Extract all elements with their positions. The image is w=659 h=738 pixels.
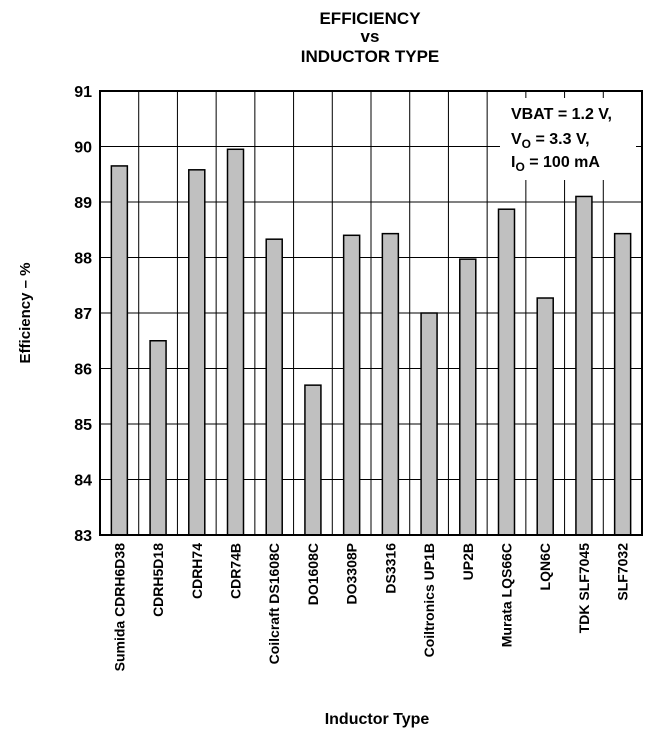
y-tick-label: 88	[74, 251, 92, 268]
conditions-annotation: VBAT = 1.2 V, VO = 3.3 V, IO = 100 mA	[500, 98, 636, 180]
annotation-vbat: VBAT = 1.2 V,	[511, 106, 612, 123]
annotation-vo: VO = 3.3 V,	[511, 131, 590, 151]
x-tick-label: UP2B	[460, 543, 476, 580]
bar-cdr74b	[226, 148, 245, 536]
x-tick-label: CDR74B	[228, 543, 244, 599]
x-tick-label: SLF7032	[615, 543, 631, 601]
y-tick-labels: 83 84 85 86 87 88 89 90 91	[74, 84, 92, 545]
chart-title-line-1: EFFICIENCY	[319, 9, 421, 28]
x-tick-label: Sumida CDRH6D38	[111, 543, 127, 672]
chart-title-line-2: vs	[361, 27, 380, 46]
x-tick-label: DO1608C	[305, 543, 321, 605]
bar-murata-lqs66c	[497, 208, 516, 536]
x-tick-label: DS3316	[382, 543, 398, 594]
y-tick-label: 89	[74, 195, 92, 212]
bars	[110, 148, 632, 536]
x-tick-label: LQN6C	[537, 543, 553, 590]
y-tick-label: 86	[74, 362, 92, 379]
y-tick-label: 91	[74, 84, 92, 101]
x-tick-label: TDK SLF7045	[576, 543, 592, 633]
annotation-background	[500, 98, 636, 180]
bar-cdrh74	[188, 169, 206, 536]
x-tick-label: Murata LQS66C	[499, 543, 515, 647]
bar-do1608c	[304, 384, 322, 536]
y-tick-label: 85	[74, 417, 92, 434]
y-tick-label: 87	[74, 306, 92, 323]
x-tick-label: CDRH5D18	[150, 543, 166, 617]
x-axis-label: Inductor Type	[325, 711, 430, 728]
y-tick-label: 83	[74, 528, 92, 545]
bar-coilcraft-ds1608c	[265, 238, 283, 536]
bar-up2b	[459, 258, 477, 536]
bar-slf7032	[613, 232, 632, 536]
bar-coiltronics-up1b	[420, 312, 438, 536]
bar-do3308p	[342, 234, 361, 536]
y-axis-label: Efficiency – %	[17, 263, 34, 364]
y-tick-label: 84	[74, 473, 92, 490]
x-tick-label: Coiltronics UP1B	[421, 543, 437, 657]
bar-sumida-cdrh6d38	[110, 165, 129, 536]
x-tick-label: Coilcraft DS1608C	[266, 543, 282, 664]
x-tick-labels: Sumida CDRH6D38 CDRH5D18 CDRH74 CDR74B Coilc…	[111, 543, 630, 672]
plot-frame	[99, 90, 643, 536]
bar-ds3316	[381, 232, 400, 536]
x-tick-label: DO3308P	[344, 543, 360, 604]
annotation-io: IO = 100 mA	[511, 154, 600, 174]
y-tick-label: 90	[74, 140, 92, 157]
chart-title-line-3: INDUCTOR TYPE	[301, 47, 440, 66]
bar-lqn6c	[536, 297, 554, 536]
x-tick-label: CDRH74	[189, 543, 205, 599]
chart-title: EFFICIENCY vs INDUCTOR TYPE	[301, 9, 440, 66]
bar-cdrh5d18	[149, 340, 167, 536]
bar-tdk-slf7045	[575, 195, 593, 536]
